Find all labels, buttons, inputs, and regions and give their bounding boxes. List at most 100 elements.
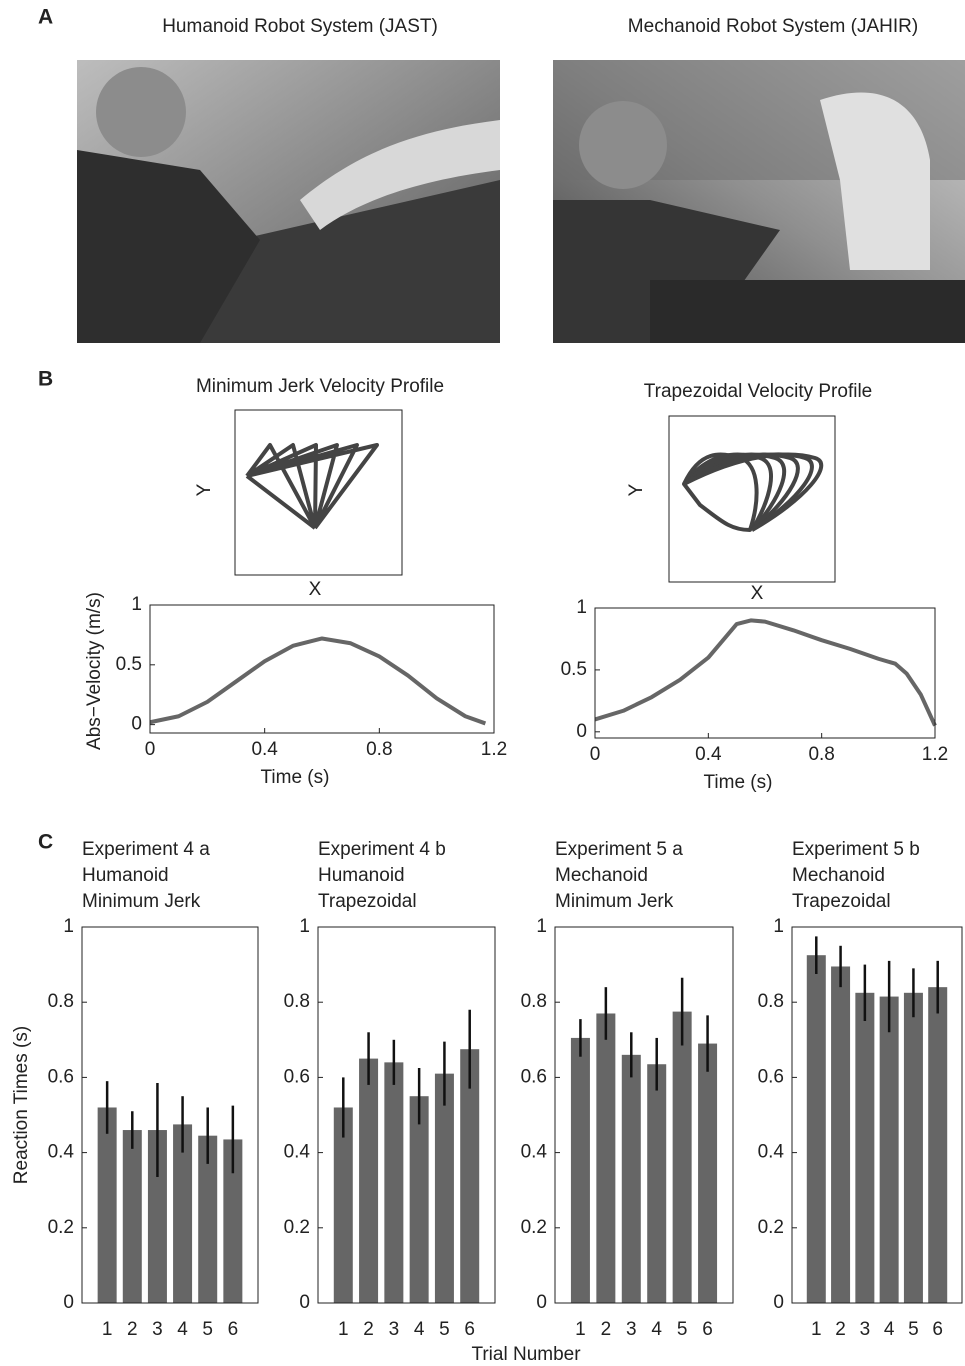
bar xyxy=(359,1058,379,1303)
x-tick-label: 6 xyxy=(702,1319,713,1340)
x-tick-label: 5 xyxy=(202,1319,213,1340)
x-tick-label: 2 xyxy=(127,1319,138,1340)
x-tick-label: 3 xyxy=(152,1319,163,1340)
x-tick-label: 1.2 xyxy=(481,739,507,760)
x-tick-label: 3 xyxy=(626,1319,637,1340)
bar xyxy=(384,1062,404,1303)
x-tick-label: 1 xyxy=(102,1319,113,1340)
bar xyxy=(621,1054,641,1303)
bar xyxy=(173,1124,193,1303)
axis-label: X xyxy=(751,583,764,604)
x-tick-label: 0.8 xyxy=(366,739,392,760)
bar xyxy=(903,992,923,1303)
bar xyxy=(434,1073,454,1303)
panel-label: C xyxy=(38,831,53,854)
x-tick-label: 0 xyxy=(590,744,601,765)
plot-frame xyxy=(317,926,496,1304)
axis-label: X xyxy=(309,579,322,600)
chart-title: Mechanoid xyxy=(792,865,885,886)
chart-title: Experiment 4 b xyxy=(318,839,446,860)
panel-label: A xyxy=(38,6,53,29)
trajectory-box xyxy=(668,415,836,583)
x-tick-label: 5 xyxy=(439,1319,450,1340)
bar xyxy=(596,1013,616,1303)
axis-label: Y xyxy=(194,483,215,496)
trajectory-title: Minimum Jerk Velocity Profile xyxy=(196,376,444,397)
photo-title: Mechanoid Robot System (JAHIR) xyxy=(628,16,918,37)
y-tick-label: 0.6 xyxy=(284,1066,310,1087)
y-tick-label: 0 xyxy=(576,721,587,742)
plot-frame xyxy=(594,607,936,739)
y-tick-label: 0 xyxy=(773,1292,784,1313)
y-tick-label: 0.6 xyxy=(521,1066,547,1087)
x-tick-label: 6 xyxy=(932,1319,943,1340)
chart-title: Minimum Jerk xyxy=(82,891,201,912)
bar xyxy=(460,1049,480,1303)
x-tick-label: 1 xyxy=(811,1319,822,1340)
chart-title: Trapezoidal xyxy=(318,891,417,912)
y-tick-label: 0.8 xyxy=(521,991,547,1012)
axis-label: Trial Number xyxy=(471,1344,581,1365)
plot-frame xyxy=(81,926,259,1304)
bar xyxy=(879,996,899,1303)
trajectory-box xyxy=(234,409,403,576)
x-tick-label: 2 xyxy=(601,1319,612,1340)
y-tick-label: 0.8 xyxy=(758,991,784,1012)
y-axis-label: Reaction Times (s) xyxy=(11,1026,32,1184)
x-tick-label: 5 xyxy=(677,1319,688,1340)
trajectory-title: Trapezoidal Velocity Profile xyxy=(644,381,872,402)
y-tick-label: 0 xyxy=(536,1292,547,1313)
y-tick-label: 0.5 xyxy=(561,659,587,680)
chart-title: Experiment 4 a xyxy=(82,839,210,860)
y-tick-label: 0.4 xyxy=(48,1142,75,1163)
x-tick-label: 4 xyxy=(884,1319,895,1340)
x-tick-label: 3 xyxy=(389,1319,400,1340)
x-axis-label: Time (s) xyxy=(261,767,330,788)
photo xyxy=(77,60,500,343)
y-tick-label: 0.5 xyxy=(116,654,142,675)
photo-title: Humanoid Robot System (JAST) xyxy=(162,16,438,37)
y-tick-label: 0.2 xyxy=(284,1217,310,1238)
x-tick-label: 4 xyxy=(651,1319,662,1340)
y-tick-label: 0.4 xyxy=(284,1142,311,1163)
velocity-line xyxy=(149,636,487,726)
y-tick-label: 0.8 xyxy=(284,991,310,1012)
x-tick-label: 2 xyxy=(835,1319,846,1340)
bar xyxy=(698,1043,718,1303)
plot-frame xyxy=(554,926,734,1304)
axis-label: Y xyxy=(626,483,647,496)
x-tick-label: 1 xyxy=(338,1319,349,1340)
plot-frame xyxy=(791,926,963,1304)
x-tick-label: 5 xyxy=(908,1319,919,1340)
y-tick-label: 0.4 xyxy=(521,1142,548,1163)
y-tick-label: 0.4 xyxy=(758,1142,785,1163)
y-tick-label: 0.2 xyxy=(521,1217,547,1238)
bar xyxy=(855,992,875,1303)
x-tick-label: 3 xyxy=(860,1319,871,1340)
photo xyxy=(553,60,965,343)
x-tick-label: 6 xyxy=(464,1319,475,1340)
x-axis-label: Time (s) xyxy=(704,772,773,793)
x-tick-label: 0.4 xyxy=(695,744,722,765)
chart-title: Experiment 5 a xyxy=(555,839,683,860)
bar xyxy=(147,1130,167,1303)
chart-title: Humanoid xyxy=(82,865,169,886)
velocity-line xyxy=(594,618,937,727)
chart-title: Mechanoid xyxy=(555,865,648,886)
bar xyxy=(223,1139,243,1303)
y-tick-label: 0.2 xyxy=(758,1217,784,1238)
x-tick-label: 0 xyxy=(145,739,156,760)
y-tick-label: 0 xyxy=(63,1292,74,1313)
bar xyxy=(806,955,826,1303)
x-tick-label: 2 xyxy=(363,1319,374,1340)
y-tick-label: 0.6 xyxy=(48,1066,74,1087)
x-tick-label: 1 xyxy=(575,1319,586,1340)
y-tick-label: 0.2 xyxy=(48,1217,74,1238)
y-tick-label: 1 xyxy=(299,916,310,937)
chart-title: Minimum Jerk xyxy=(555,891,674,912)
y-tick-label: 1 xyxy=(576,597,587,618)
y-tick-label: 1 xyxy=(63,916,74,937)
bar xyxy=(570,1037,590,1303)
panel-label: B xyxy=(38,368,53,391)
